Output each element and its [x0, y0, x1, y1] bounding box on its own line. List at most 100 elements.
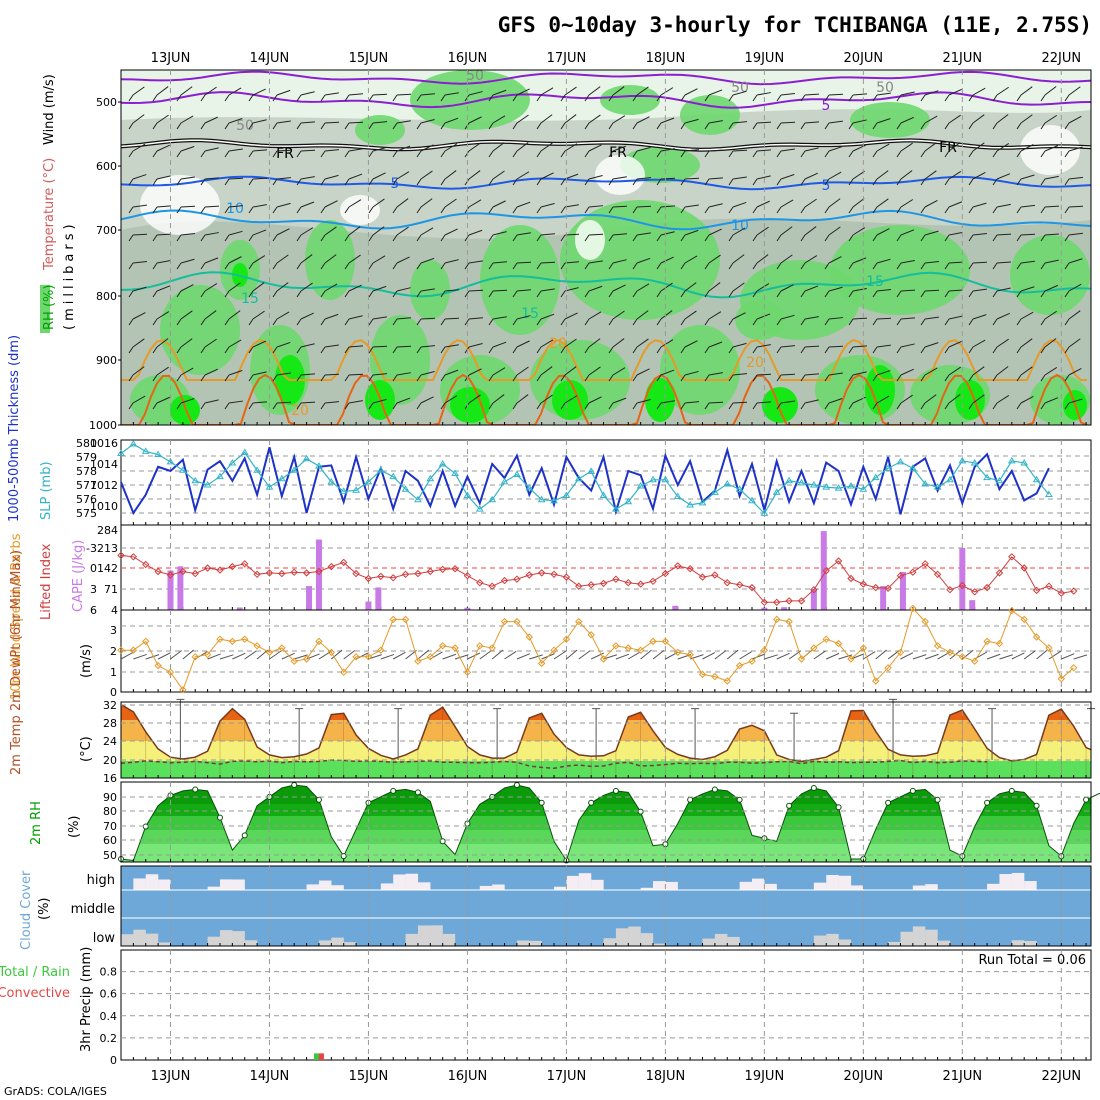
wind-barb	[468, 343, 483, 348]
wind-barb	[300, 254, 313, 264]
rh-patch-dry	[140, 175, 220, 235]
wind-barb-flag	[152, 262, 158, 270]
slp-point	[438, 460, 447, 467]
li-point	[216, 566, 224, 574]
ylabel-rh2m-unit: (%)	[67, 816, 82, 839]
rh-patch	[850, 102, 930, 138]
wind-barb	[372, 255, 386, 264]
wind-barb	[180, 176, 195, 180]
wind-barb-flag	[416, 374, 422, 382]
wind10-point	[896, 648, 905, 657]
wind-barb-flag	[200, 262, 206, 270]
wind-barb	[324, 283, 338, 292]
ylabel-rh: RH (%)	[42, 285, 57, 330]
li-point	[995, 569, 1004, 577]
wind-barb-flag	[608, 234, 614, 242]
wind-barb	[780, 148, 795, 152]
wind-barb-flag	[608, 290, 614, 298]
wind-barb	[732, 176, 747, 180]
wind10-barb	[826, 652, 840, 660]
wind-barb	[1068, 338, 1081, 348]
wind-barb-flag	[968, 402, 974, 410]
wind-barb-flag	[656, 178, 662, 186]
cloud-low-amount	[702, 938, 716, 946]
wind10-point	[278, 644, 286, 652]
wind-barb	[756, 373, 772, 376]
wind-barb	[300, 201, 315, 208]
wind-barb	[156, 144, 170, 152]
wind10-point	[426, 653, 435, 661]
wind-barb	[780, 284, 794, 292]
li-point	[711, 571, 719, 579]
li-tick: 3	[90, 583, 97, 596]
contour-label: 50	[876, 80, 894, 96]
wind-barb	[636, 116, 650, 124]
wind-barb-flag	[416, 234, 422, 242]
li-point	[1069, 587, 1078, 595]
slp-point	[698, 498, 707, 506]
slp-point	[141, 447, 150, 454]
slp-point	[1045, 490, 1053, 497]
rh-patch	[660, 325, 740, 415]
slp-point	[859, 485, 868, 492]
wind-barb-flag	[128, 346, 134, 354]
wind-barb	[804, 285, 819, 292]
wind-barb	[156, 396, 170, 404]
wind-barb	[180, 146, 195, 152]
wind-barb	[828, 120, 843, 124]
wind-barb	[684, 118, 699, 124]
wind-barb-flag	[512, 234, 518, 242]
wind-barb-flag	[920, 402, 926, 410]
wind-barb	[1068, 283, 1082, 292]
cape-bar	[810, 588, 817, 610]
contour-label: 15	[241, 291, 259, 307]
wind-barb-flag	[1040, 206, 1046, 214]
li-point	[599, 579, 608, 588]
contour-label: 50	[236, 118, 254, 134]
wind-barb-flag	[128, 122, 134, 130]
wind10-point	[377, 646, 385, 654]
wind-barb	[276, 372, 291, 376]
wind-barb	[948, 114, 961, 124]
wind-barb	[780, 199, 794, 208]
rh2m-point	[984, 799, 991, 806]
slp-point	[785, 476, 793, 484]
wind-barb-flag	[368, 178, 374, 186]
pressure-tick: 700	[96, 224, 117, 237]
wind-barb-flag	[896, 318, 902, 326]
wind-barb	[396, 256, 410, 264]
wind-barb	[732, 401, 748, 404]
wind-barb	[828, 256, 842, 264]
wind-barb	[612, 338, 625, 348]
wind-barb	[540, 288, 555, 292]
slp-point	[389, 472, 398, 480]
rh2m-point	[934, 796, 941, 803]
slp-point	[290, 466, 299, 473]
wind-barb	[420, 288, 435, 292]
li-point	[946, 585, 954, 594]
wind10-barb	[454, 654, 469, 660]
wind-barb-flag	[224, 374, 230, 382]
wind10-barb	[925, 653, 939, 660]
wind-barb-flag	[752, 374, 758, 382]
wind-barb-flag	[704, 402, 710, 410]
wind-barb-flag	[992, 290, 998, 298]
li-point	[624, 578, 632, 587]
wind-barb	[396, 345, 412, 348]
wind-barb	[1068, 115, 1082, 124]
wind-barb	[228, 400, 243, 404]
wind-barb	[900, 142, 913, 152]
wind-barb-flag	[200, 178, 206, 186]
wind10-point	[624, 644, 632, 652]
slp-tick: 1012	[90, 479, 118, 492]
wind-barb-flag	[944, 402, 950, 410]
wind-barb-flag	[680, 150, 686, 158]
wind-barb-flag	[320, 234, 326, 242]
date-label-top: 21JUN	[943, 51, 983, 66]
contour-20	[121, 339, 1087, 381]
cloud-low-amount	[640, 933, 654, 946]
wind-barb	[444, 317, 460, 320]
wind-barb	[588, 86, 601, 96]
li-line	[120, 554, 1074, 603]
ylabel-cape: CAPE (J/kg)	[71, 540, 86, 612]
